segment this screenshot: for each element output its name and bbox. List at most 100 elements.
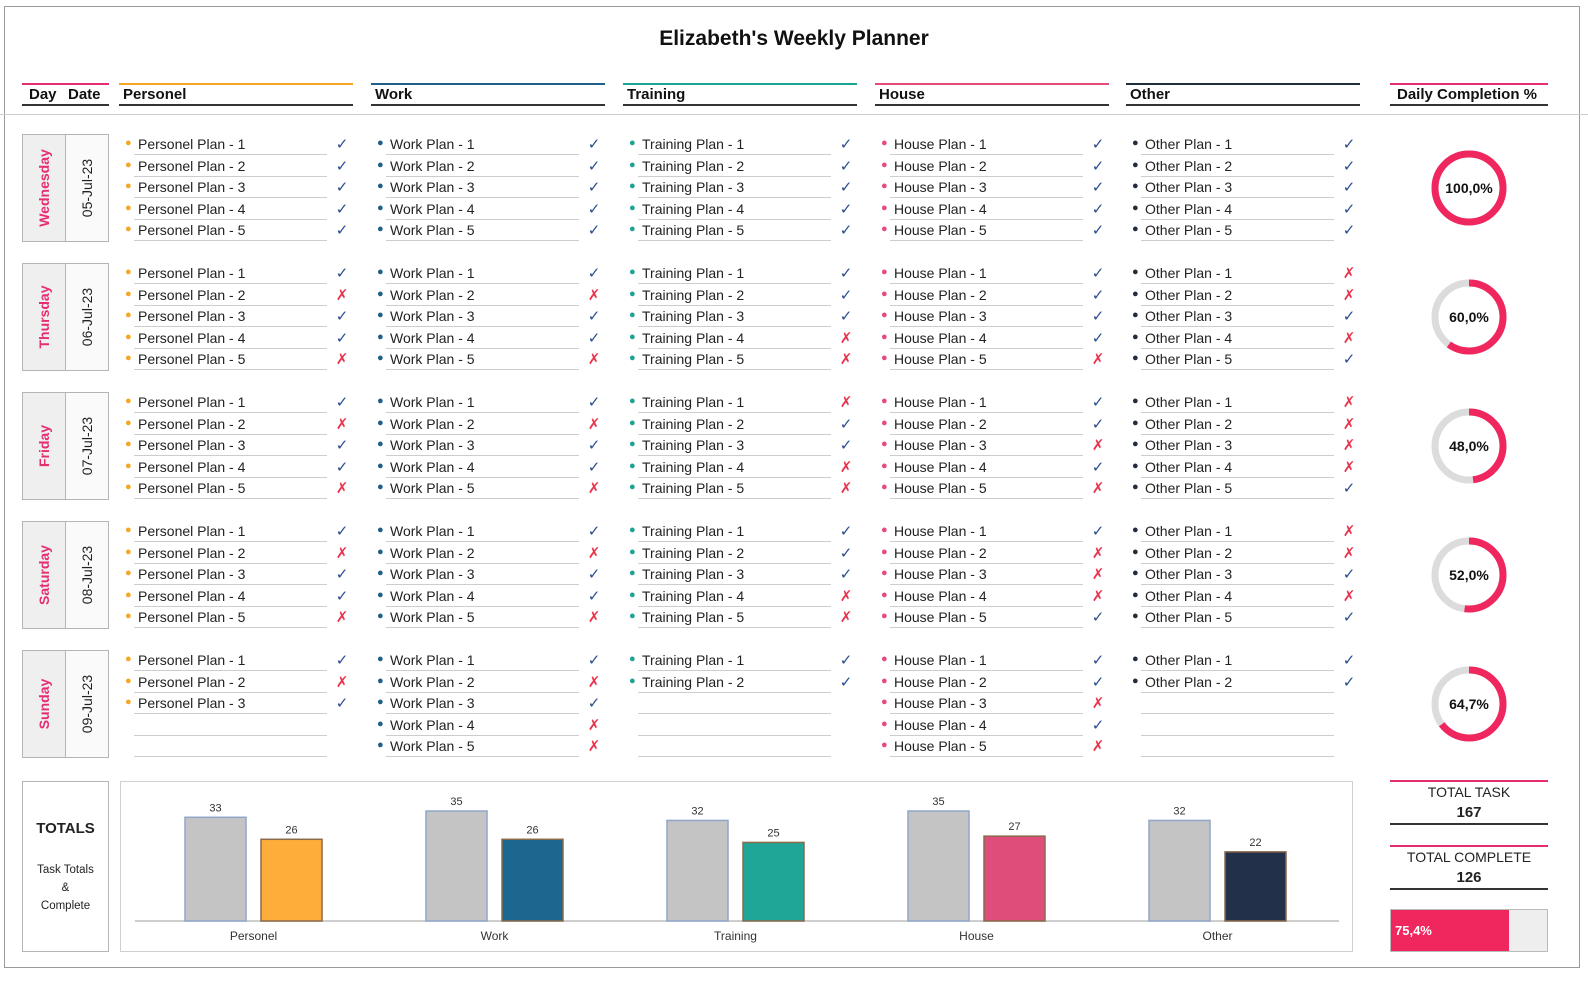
check-icon[interactable]: ✓: [1342, 157, 1356, 175]
plan-item[interactable]: ● Other Plan - 1: [1132, 263, 1334, 284]
plan-item[interactable]: ● House Plan - 2: [881, 285, 1083, 306]
check-icon[interactable]: ✓: [839, 286, 853, 304]
check-icon[interactable]: ✓: [587, 136, 601, 153]
plan-item[interactable]: ● Training Plan - 1: [629, 134, 831, 155]
cross-icon[interactable]: ✗: [1342, 458, 1356, 476]
plan-item[interactable]: ● Work Plan - 4: [377, 715, 579, 736]
check-icon[interactable]: ✓: [587, 157, 601, 175]
cross-icon[interactable]: ✗: [1342, 544, 1356, 562]
check-icon[interactable]: ✓: [587, 329, 601, 347]
plan-item[interactable]: ● Work Plan - 4: [377, 586, 579, 607]
plan-item[interactable]: ● Work Plan - 1: [377, 521, 579, 542]
check-icon[interactable]: ✓: [335, 200, 349, 218]
cross-icon[interactable]: ✗: [1342, 329, 1356, 347]
plan-item[interactable]: ● House Plan - 2: [881, 156, 1083, 177]
cross-icon[interactable]: ✗: [839, 480, 853, 498]
cross-icon[interactable]: ✗: [587, 415, 601, 433]
check-icon[interactable]: ✓: [335, 652, 349, 669]
plan-item[interactable]: ● Training Plan - 3: [629, 435, 831, 457]
plan-item[interactable]: ● Personel Plan - 4: [125, 328, 327, 349]
check-icon[interactable]: ✓: [587, 308, 601, 326]
plan-item[interactable]: ● Work Plan - 4: [377, 199, 579, 220]
plan-item[interactable]: ● Work Plan - 3: [377, 177, 579, 199]
cross-icon[interactable]: ✗: [587, 286, 601, 304]
plan-item[interactable]: ● House Plan - 4: [881, 199, 1083, 220]
plan-item[interactable]: ● Training Plan - 1: [629, 263, 831, 284]
plan-item[interactable]: ● House Plan - 3: [881, 177, 1083, 199]
plan-item[interactable]: ● Work Plan - 1: [377, 134, 579, 155]
plan-item[interactable]: ● Work Plan - 2: [377, 414, 579, 435]
plan-item[interactable]: ● Other Plan - 3: [1132, 564, 1334, 586]
cross-icon[interactable]: ✗: [335, 286, 349, 304]
plan-item[interactable]: ● House Plan - 3: [881, 693, 1083, 715]
check-icon[interactable]: ✓: [1091, 415, 1105, 433]
plan-item[interactable]: ● Other Plan - 1: [1132, 392, 1334, 413]
plan-item[interactable]: ● House Plan - 2: [881, 543, 1083, 564]
cross-icon[interactable]: ✗: [839, 609, 853, 627]
plan-item[interactable]: ● Training Plan - 1: [629, 392, 831, 413]
check-icon[interactable]: ✓: [1091, 458, 1105, 476]
plan-item[interactable]: [134, 715, 327, 736]
check-icon[interactable]: ✓: [335, 394, 349, 411]
plan-item[interactable]: ● Other Plan - 3: [1132, 435, 1334, 457]
plan-item[interactable]: ● Work Plan - 5: [377, 220, 579, 242]
check-icon[interactable]: ✓: [587, 458, 601, 476]
plan-item[interactable]: ● Training Plan - 2: [629, 543, 831, 564]
check-icon[interactable]: ✓: [335, 157, 349, 175]
check-icon[interactable]: ✓: [839, 157, 853, 175]
check-icon[interactable]: ✓: [587, 523, 601, 540]
plan-item[interactable]: ● Other Plan - 2: [1132, 543, 1334, 564]
cross-icon[interactable]: ✗: [335, 544, 349, 562]
plan-item[interactable]: ● Training Plan - 2: [629, 672, 831, 693]
check-icon[interactable]: ✓: [335, 437, 349, 455]
plan-item[interactable]: ● Other Plan - 1: [1132, 134, 1334, 155]
plan-item[interactable]: ● House Plan - 4: [881, 586, 1083, 607]
cross-icon[interactable]: ✗: [1091, 566, 1105, 584]
check-icon[interactable]: ✓: [1091, 716, 1105, 734]
check-icon[interactable]: ✓: [1091, 329, 1105, 347]
check-icon[interactable]: ✓: [839, 566, 853, 584]
plan-item[interactable]: ● Work Plan - 4: [377, 457, 579, 478]
cross-icon[interactable]: ✗: [335, 351, 349, 369]
plan-item[interactable]: ● Personel Plan - 1: [125, 263, 327, 284]
cross-icon[interactable]: ✗: [839, 458, 853, 476]
plan-item[interactable]: ● Other Plan - 5: [1132, 478, 1334, 500]
check-icon[interactable]: ✓: [1091, 394, 1105, 411]
plan-item[interactable]: ● Other Plan - 3: [1132, 177, 1334, 199]
plan-item[interactable]: ● Other Plan - 4: [1132, 328, 1334, 349]
plan-item[interactable]: ● Work Plan - 4: [377, 328, 579, 349]
check-icon[interactable]: ✓: [1091, 652, 1105, 669]
check-icon[interactable]: ✓: [587, 394, 601, 411]
plan-item[interactable]: ● Other Plan - 4: [1132, 199, 1334, 220]
check-icon[interactable]: ✓: [587, 695, 601, 713]
plan-item[interactable]: ● Personel Plan - 4: [125, 199, 327, 220]
check-icon[interactable]: ✓: [335, 265, 349, 282]
check-icon[interactable]: ✓: [1342, 136, 1356, 153]
plan-item[interactable]: ● Other Plan - 1: [1132, 521, 1334, 542]
check-icon[interactable]: ✓: [839, 673, 853, 691]
cross-icon[interactable]: ✗: [1342, 286, 1356, 304]
plan-item[interactable]: ● Work Plan - 3: [377, 435, 579, 457]
plan-item[interactable]: ● Work Plan - 2: [377, 543, 579, 564]
check-icon[interactable]: ✓: [839, 652, 853, 669]
cross-icon[interactable]: ✗: [1091, 587, 1105, 605]
cross-icon[interactable]: ✗: [1342, 437, 1356, 455]
plan-item[interactable]: [1141, 736, 1334, 758]
cross-icon[interactable]: ✗: [839, 351, 853, 369]
plan-item[interactable]: ● Personel Plan - 5: [125, 607, 327, 629]
check-icon[interactable]: ✓: [1091, 200, 1105, 218]
plan-item[interactable]: ● Training Plan - 3: [629, 306, 831, 328]
plan-item[interactable]: ● House Plan - 3: [881, 435, 1083, 457]
plan-item[interactable]: ● Work Plan - 3: [377, 693, 579, 715]
plan-item[interactable]: ● Personel Plan - 1: [125, 134, 327, 155]
check-icon[interactable]: ✓: [839, 415, 853, 433]
plan-item[interactable]: ● Work Plan - 1: [377, 392, 579, 413]
plan-item[interactable]: ● Training Plan - 2: [629, 156, 831, 177]
check-icon[interactable]: ✓: [1342, 652, 1356, 669]
plan-item[interactable]: ● Training Plan - 5: [629, 220, 831, 242]
plan-item[interactable]: ● Personel Plan - 5: [125, 478, 327, 500]
plan-item[interactable]: [1141, 715, 1334, 736]
plan-item[interactable]: ● House Plan - 2: [881, 672, 1083, 693]
check-icon[interactable]: ✓: [1091, 609, 1105, 627]
plan-item[interactable]: ● Work Plan - 2: [377, 156, 579, 177]
